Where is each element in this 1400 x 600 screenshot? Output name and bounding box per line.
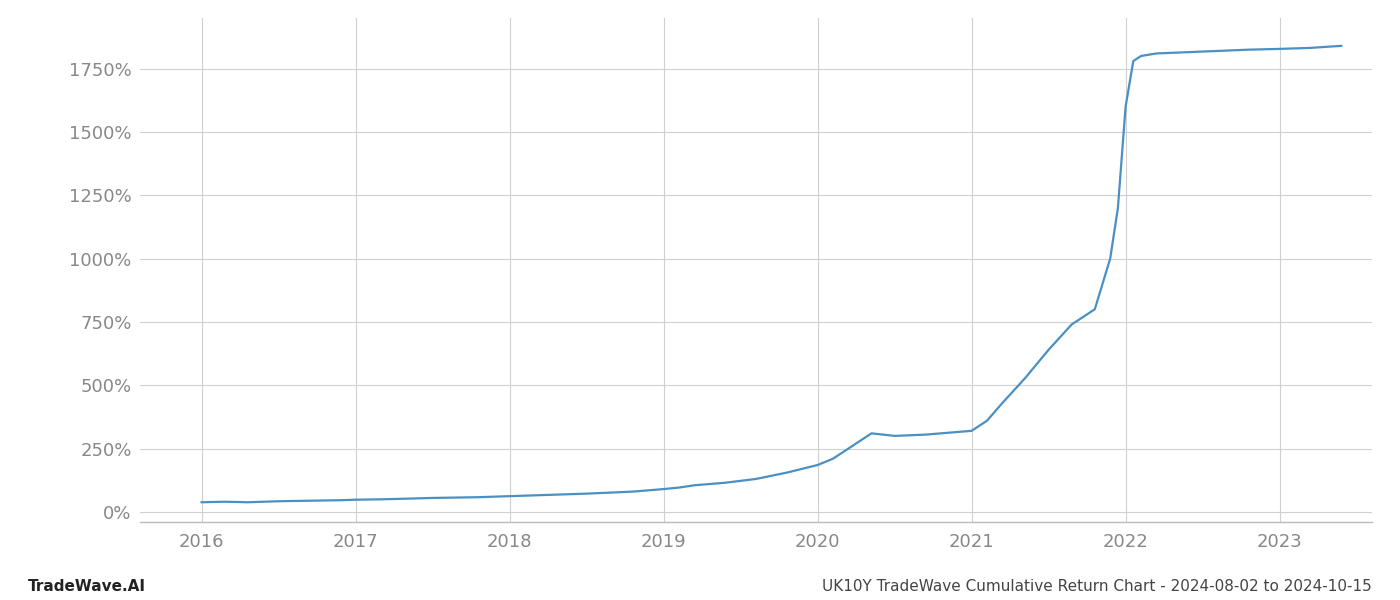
Text: UK10Y TradeWave Cumulative Return Chart - 2024-08-02 to 2024-10-15: UK10Y TradeWave Cumulative Return Chart …: [822, 579, 1372, 594]
Text: TradeWave.AI: TradeWave.AI: [28, 579, 146, 594]
